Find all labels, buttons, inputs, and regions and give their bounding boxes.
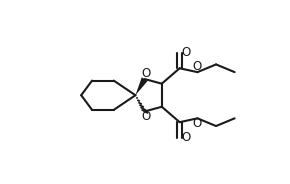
Text: O: O (192, 60, 201, 73)
Text: O: O (141, 67, 150, 80)
Text: O: O (192, 117, 201, 130)
Text: O: O (181, 131, 191, 144)
Text: O: O (181, 46, 191, 59)
Polygon shape (135, 77, 148, 95)
Text: O: O (141, 110, 150, 123)
